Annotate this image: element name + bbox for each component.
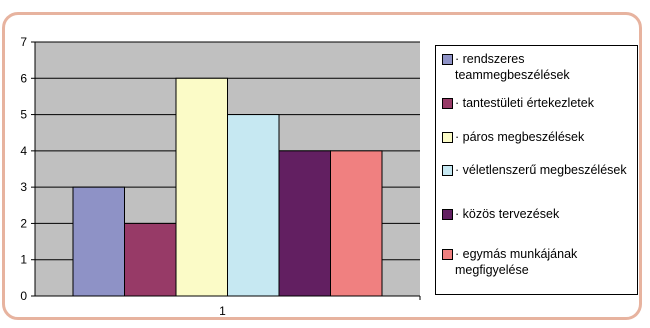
y-tick-label-7: 7: [20, 35, 27, 49]
bar-5: [278, 150, 331, 297]
x-axis-tick-labels: 1: [219, 304, 226, 318]
axes: [31, 41, 421, 300]
x-tick-label: 1: [219, 304, 226, 318]
legend-item-2: · tantestületi értekezletek: [442, 95, 632, 111]
bar-3: [175, 77, 228, 297]
y-tick-label-6: 6: [20, 71, 27, 85]
legend-swatch-4: [442, 165, 453, 176]
y-tick-label-4: 4: [20, 144, 27, 158]
legend-swatch-5: [442, 209, 453, 220]
bar-2: [124, 222, 177, 297]
bar-1: [72, 186, 125, 297]
y-axis-tick-labels: 0 1 2 3 4 5 6 7: [20, 35, 27, 303]
legend-label-1: · rendszeres teammegbeszélések: [455, 52, 570, 82]
legend-swatch-3: [442, 132, 453, 143]
legend-swatch-2: [442, 98, 453, 109]
legend-item-4: · véletlenszerű megbeszélések: [442, 162, 632, 178]
legend-swatch-6: [442, 249, 453, 260]
legend: · rendszeres teammegbeszélések · tantestü…: [435, 45, 638, 295]
y-tick-label-1: 1: [20, 253, 27, 267]
legend-item-5: · közös tervezések: [442, 206, 632, 222]
legend-swatch-1: [442, 54, 453, 65]
legend-label-3: · páros megbeszélések: [455, 130, 585, 144]
legend-label-4: · véletlenszerű megbeszélések: [455, 163, 627, 177]
y-tick-label-5: 5: [20, 108, 27, 122]
y-tick-label-3: 3: [20, 180, 27, 194]
legend-item-1: · rendszeres teammegbeszélések: [442, 51, 632, 83]
legend-label-6: · egymás munkájának megfigyelése: [455, 247, 578, 277]
legend-label-2: · tantestületi értekezletek: [455, 96, 594, 110]
bar-6: [330, 150, 383, 297]
bar-4: [227, 114, 280, 297]
legend-label-5: · közös tervezések: [455, 207, 560, 221]
y-tick-label-0: 0: [20, 289, 27, 303]
legend-item-3: · páros megbeszélések: [442, 129, 632, 145]
y-tick-label-2: 2: [20, 216, 27, 230]
legend-item-6: · egymás munkájának megfigyelése: [442, 246, 632, 278]
